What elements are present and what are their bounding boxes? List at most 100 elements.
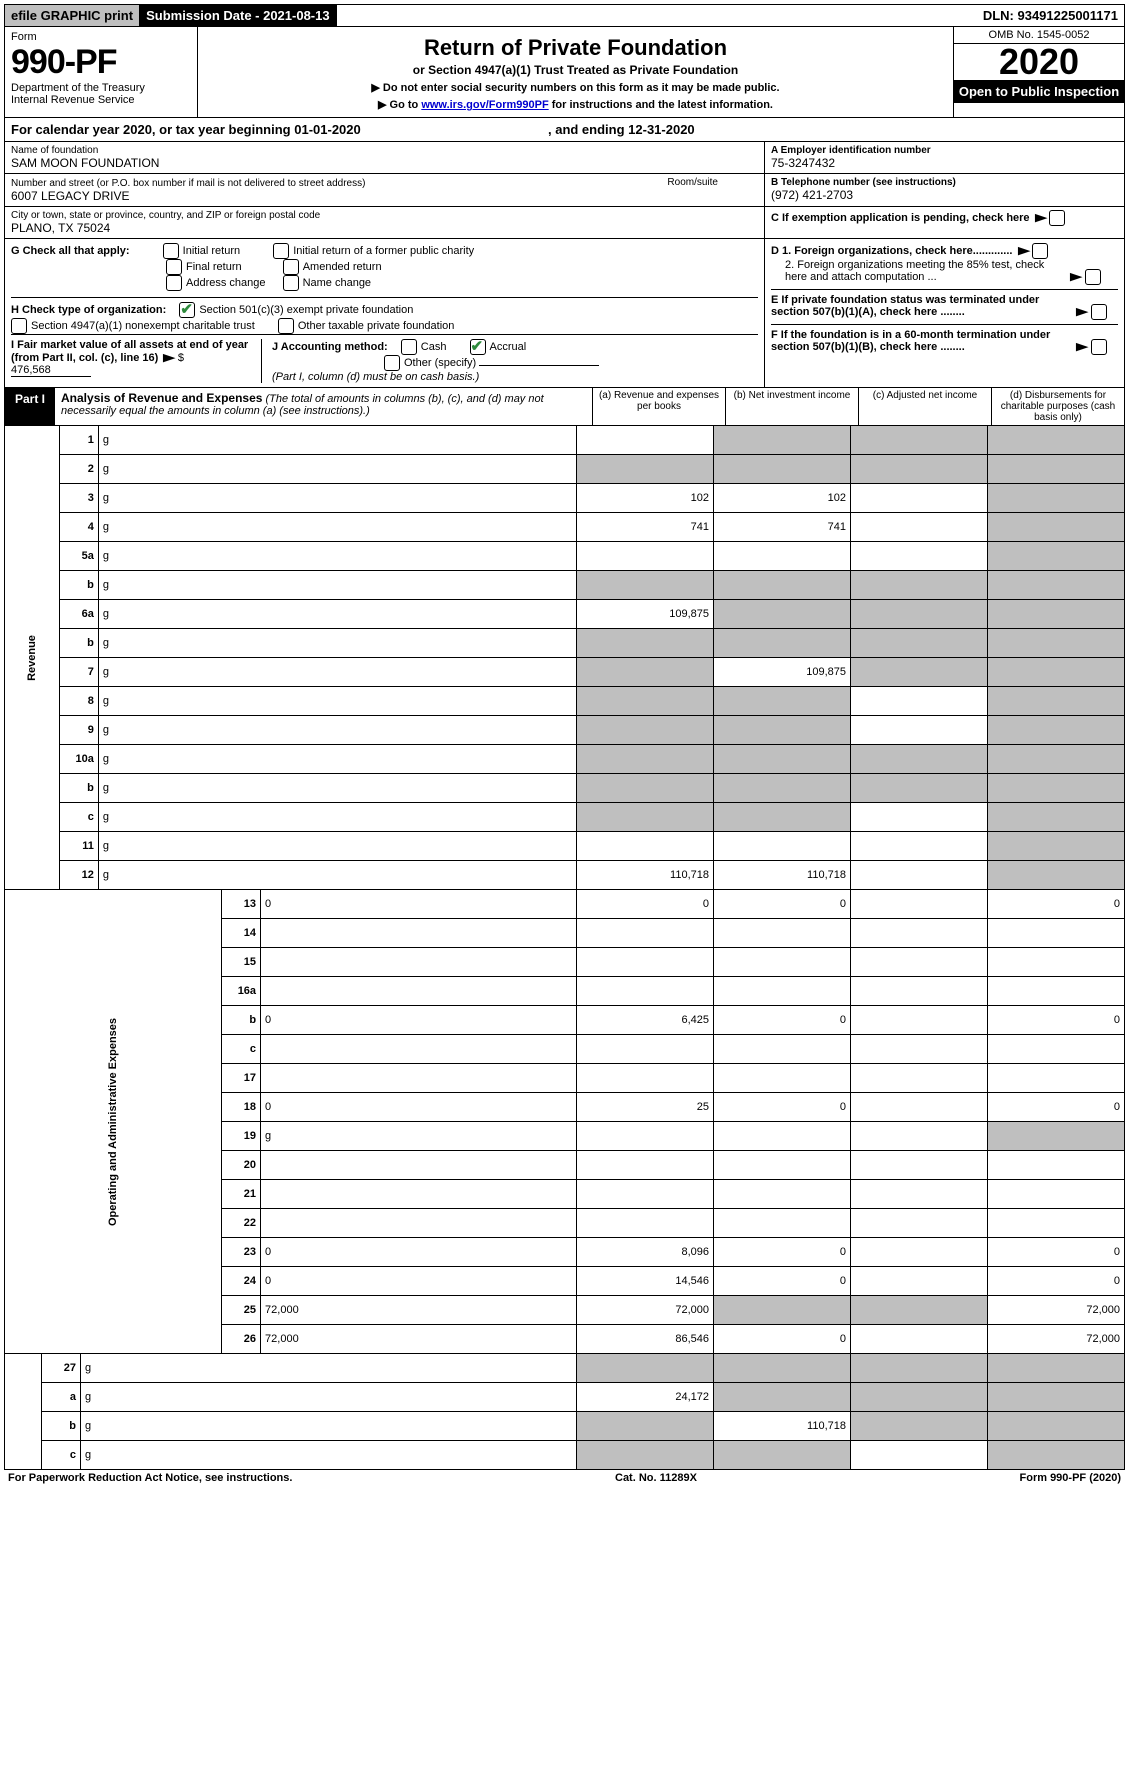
- cell-value: 86,546: [577, 1325, 714, 1354]
- cb-initial-former[interactable]: [273, 243, 289, 259]
- cell-value: 6,425: [577, 1006, 714, 1035]
- city-cell: City or town, state or province, country…: [5, 207, 764, 239]
- cb-other-method[interactable]: [384, 355, 400, 371]
- cb-d2[interactable]: [1085, 269, 1101, 285]
- options-block: G Check all that apply: Initial return I…: [4, 239, 1125, 388]
- cell-value: [851, 716, 988, 745]
- cell-na: [714, 687, 851, 716]
- submission-date: Submission Date - 2021-08-13: [140, 5, 337, 26]
- cb-accrual[interactable]: [470, 339, 486, 355]
- tel-cell: B Telephone number (see instructions) (9…: [764, 174, 1124, 207]
- cb-4947[interactable]: [11, 318, 27, 334]
- cell-value: 110,718: [714, 861, 851, 890]
- cb-cash[interactable]: [401, 339, 417, 355]
- line-number: 15: [222, 948, 261, 977]
- cell-na: [714, 774, 851, 803]
- address-cell: Number and street (or P.O. box number if…: [5, 174, 764, 207]
- cell-na: [988, 426, 1125, 455]
- cell-value: [851, 1006, 988, 1035]
- cb-amended[interactable]: [283, 259, 299, 275]
- entity-info: Name of foundation SAM MOON FOUNDATION A…: [4, 142, 1125, 239]
- side-label: Revenue: [5, 426, 60, 890]
- cell-na: [577, 687, 714, 716]
- line-desc: [261, 948, 577, 977]
- year-end: 12-31-2020: [628, 122, 695, 137]
- cell-na: [988, 455, 1125, 484]
- cell-na: [577, 455, 714, 484]
- checkbox-pending[interactable]: [1049, 210, 1065, 226]
- cell-na: [577, 774, 714, 803]
- header-right: OMB No. 1545-0052 2020 Open to Public In…: [953, 27, 1124, 117]
- line-number: c: [42, 1441, 81, 1470]
- cb-initial-return[interactable]: [163, 243, 179, 259]
- cell-value: [851, 1093, 988, 1122]
- ein: 75-3247432: [771, 156, 1118, 170]
- h-label: H Check type of organization:: [11, 304, 166, 316]
- cell-value: [988, 1209, 1125, 1238]
- telephone: (972) 421-2703: [771, 188, 1118, 202]
- cell-value: [577, 1180, 714, 1209]
- line-desc: [261, 1209, 577, 1238]
- cell-value: [577, 426, 714, 455]
- cell-value: [851, 861, 988, 890]
- cell-na: [714, 629, 851, 658]
- cell-value: [988, 1035, 1125, 1064]
- cell-na: [714, 571, 851, 600]
- cell-na: [851, 455, 988, 484]
- left-options: G Check all that apply: Initial return I…: [5, 239, 764, 387]
- cell-value: 741: [714, 513, 851, 542]
- cell-value: [851, 1325, 988, 1354]
- cb-e[interactable]: [1091, 304, 1107, 320]
- cell-value: [988, 977, 1125, 1006]
- cb-other-taxable[interactable]: [278, 318, 294, 334]
- cell-value: [851, 1267, 988, 1296]
- cb-d1[interactable]: [1032, 243, 1048, 259]
- cb-name-change[interactable]: [283, 275, 299, 291]
- line-desc: g: [98, 803, 576, 832]
- cell-na: [714, 745, 851, 774]
- cb-501c3[interactable]: [179, 302, 195, 318]
- cb-address-change[interactable]: [166, 275, 182, 291]
- cell-value: [714, 919, 851, 948]
- cell-value: 0: [988, 1267, 1125, 1296]
- cell-value: 72,000: [577, 1296, 714, 1325]
- cell-value: [851, 1064, 988, 1093]
- cell-value: [988, 1064, 1125, 1093]
- cell-na: [714, 1296, 851, 1325]
- cell-value: 0: [988, 890, 1125, 919]
- ein-cell: A Employer identification number 75-3247…: [764, 142, 1124, 174]
- line-desc: g: [98, 513, 576, 542]
- cell-value: 0: [988, 1006, 1125, 1035]
- line-desc: g: [81, 1354, 577, 1383]
- j-label: J Accounting method:: [272, 341, 388, 353]
- irs-link[interactable]: www.irs.gov/Form990PF: [421, 99, 548, 111]
- cell-na: [714, 716, 851, 745]
- line-desc: g: [98, 716, 576, 745]
- cb-f[interactable]: [1091, 339, 1107, 355]
- line-number: 25: [222, 1296, 261, 1325]
- header-left: Form 990-PF Department of the Treasury I…: [5, 27, 198, 117]
- cell-value: [988, 1151, 1125, 1180]
- year-begin: 01-01-2020: [294, 122, 361, 137]
- line-number: 27: [42, 1354, 81, 1383]
- cb-final-return[interactable]: [166, 259, 182, 275]
- line-number: 6a: [59, 600, 98, 629]
- cell-na: [988, 1122, 1125, 1151]
- line-number: 2: [59, 455, 98, 484]
- line-desc: g: [98, 600, 576, 629]
- note-2: ▶ Go to www.irs.gov/Form990PF for instru…: [206, 98, 945, 111]
- line-number: 26: [222, 1325, 261, 1354]
- line-desc: [261, 1151, 577, 1180]
- cell-value: [714, 1035, 851, 1064]
- line-desc: g: [81, 1441, 577, 1470]
- cell-value: [851, 542, 988, 571]
- cell-value: [577, 1151, 714, 1180]
- line-number: b: [222, 1006, 261, 1035]
- line-number: 17: [222, 1064, 261, 1093]
- cell-value: [714, 948, 851, 977]
- line-number: c: [59, 803, 98, 832]
- cell-value: [851, 890, 988, 919]
- cell-na: [988, 716, 1125, 745]
- cell-value: [851, 1151, 988, 1180]
- footer-right: Form 990-PF (2020): [1020, 1472, 1122, 1484]
